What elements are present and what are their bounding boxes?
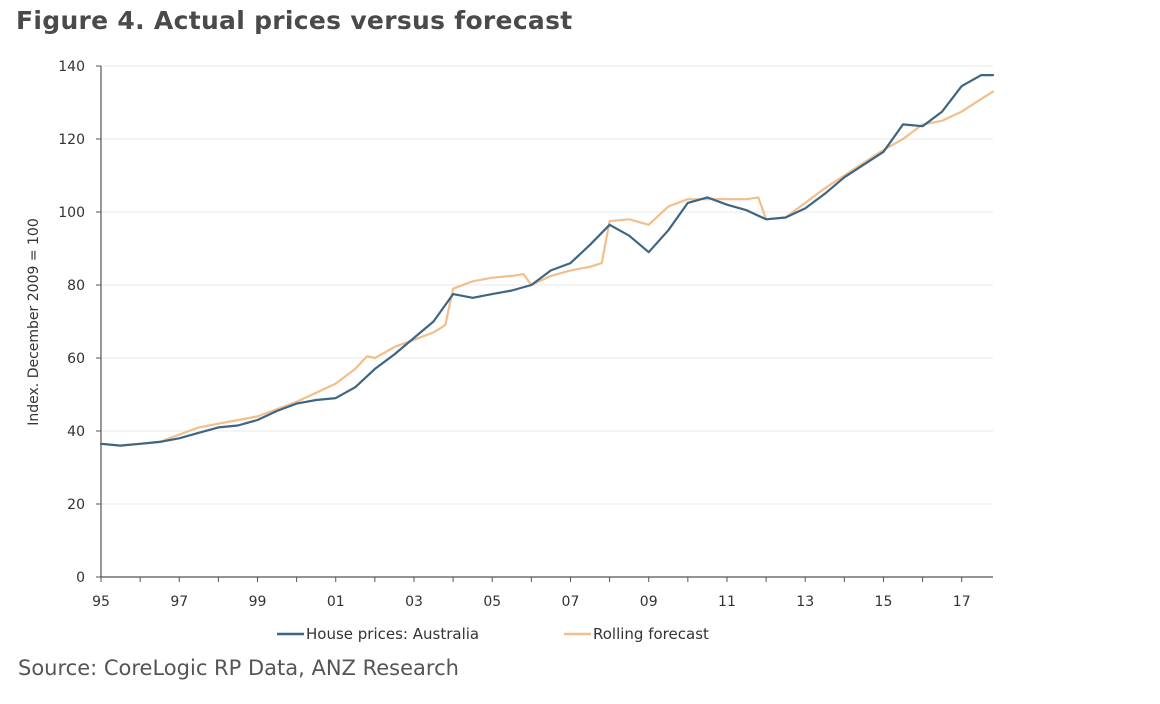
gridlines: [101, 65, 993, 505]
y-tick-label: 100: [58, 205, 85, 221]
source-note: Source: CoreLogic RP Data, ANZ Research: [18, 656, 459, 680]
y-tick-label: 60: [67, 351, 85, 367]
y-tick-label: 40: [67, 424, 85, 440]
x-tick-label: 11: [718, 594, 736, 610]
x-tick-label: 09: [640, 594, 658, 610]
line-chart: 0 20 40 60 80 100 120 140 95 97 99 01 03 05 07 09 11 13 1…: [26, 59, 995, 643]
legend-label: Rolling forecast: [593, 625, 709, 643]
y-tick-label: 0: [76, 570, 85, 586]
series-lines: [99, 74, 995, 447]
x-tick-label: 03: [405, 594, 423, 610]
x-tick-label: 15: [875, 594, 893, 610]
x-tick-label: 05: [483, 594, 501, 610]
x-tick-label: 07: [562, 594, 580, 610]
legend-label: House prices: Australia: [306, 625, 479, 643]
axes: [100, 66, 993, 578]
x-tick-label: 17: [953, 594, 971, 610]
series-line-house-prices: [99, 74, 995, 447]
x-tick-label: 97: [170, 594, 188, 610]
x-tick-label: 13: [796, 594, 814, 610]
y-axis-title: Index. December 2009 = 100: [26, 218, 42, 425]
chart-title: Figure 4. Actual prices versus forecast: [16, 6, 573, 35]
y-tick-label: 20: [67, 497, 85, 513]
x-tick-label: 01: [327, 594, 345, 610]
series-line-rolling-forecast: [99, 90, 995, 447]
y-tick-label: 120: [58, 132, 85, 148]
x-tick-label: 99: [249, 594, 267, 610]
y-tick-label: 80: [67, 278, 85, 294]
x-axis-ticks: 95 97 99 01 03 05 07 09 11 13 15 17: [92, 577, 971, 610]
y-axis-ticks: 0 20 40 60 80 100 120 140: [58, 59, 101, 586]
y-tick-label: 140: [58, 59, 85, 75]
legend: House prices: Australia Rolling forecast: [277, 625, 709, 643]
x-tick-label: 95: [92, 594, 110, 610]
